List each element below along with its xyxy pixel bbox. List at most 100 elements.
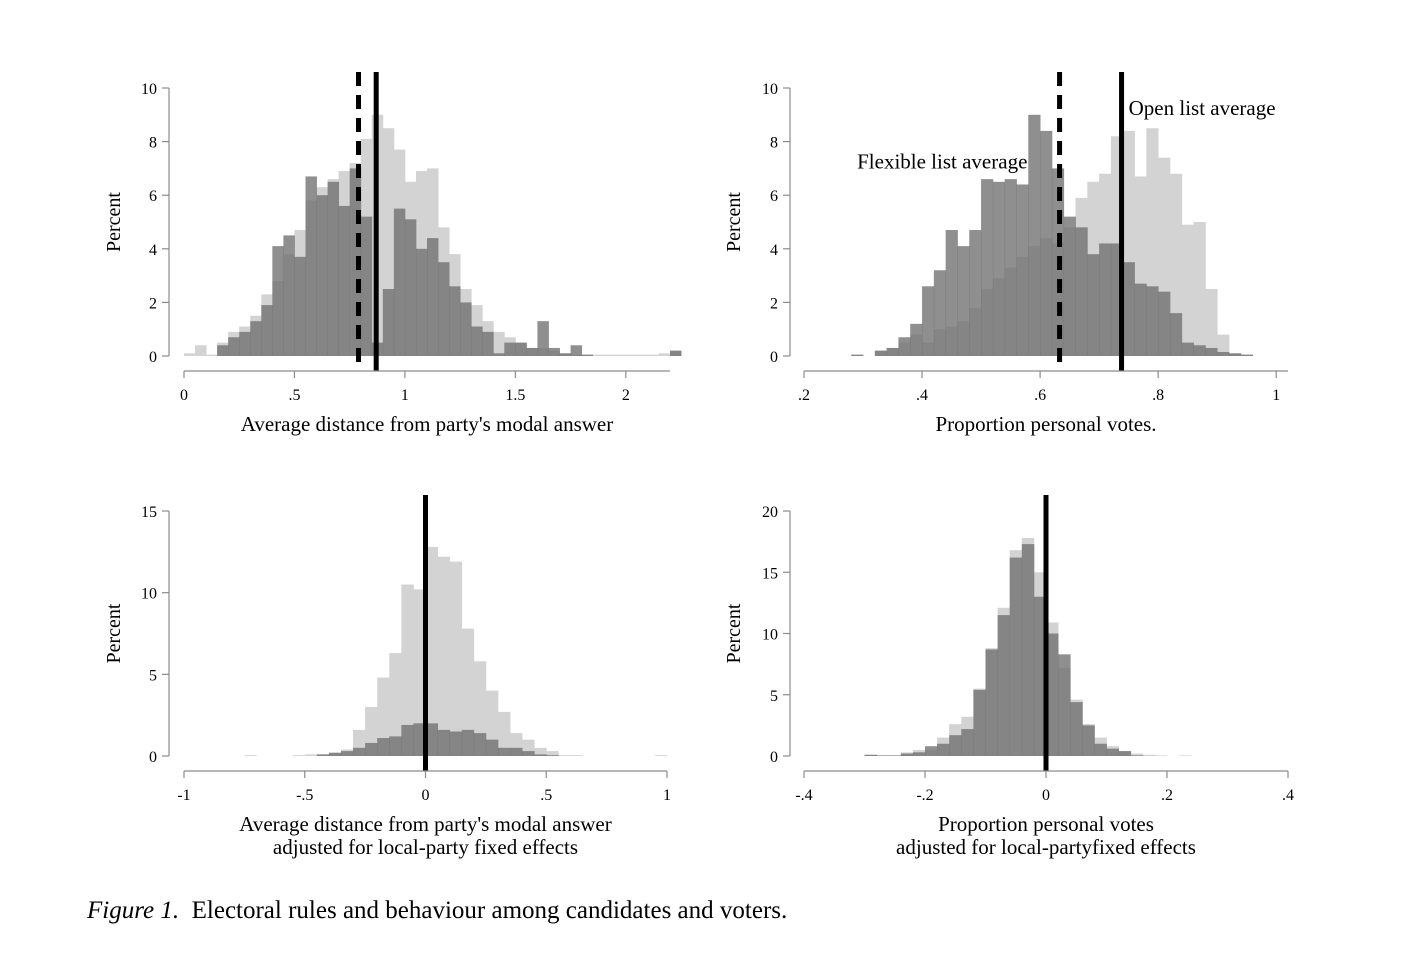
x-tick-label: 1 bbox=[663, 787, 671, 804]
histogram-bar bbox=[1122, 262, 1135, 356]
histogram-bar bbox=[377, 677, 390, 756]
histogram-bar bbox=[945, 230, 958, 356]
figure-caption-text: Electoral rules and behaviour among cand… bbox=[191, 897, 788, 924]
series-flexible-list bbox=[316, 723, 559, 756]
histogram-bar bbox=[427, 238, 439, 356]
histogram-bar bbox=[365, 742, 378, 756]
histogram-bar bbox=[1040, 130, 1053, 356]
histogram-bar bbox=[497, 711, 511, 756]
chart-bottom-right: 0 5 10 15 20 Percent -.4 -.2 0 .2 .4 Proportion per… bbox=[723, 495, 1294, 859]
histogram-bar bbox=[217, 345, 229, 356]
annotation-flexible-list-average: Flexible list average bbox=[857, 149, 1027, 173]
histogram-bar bbox=[195, 345, 207, 356]
histogram-bar bbox=[636, 354, 649, 356]
histogram-bar bbox=[360, 216, 373, 356]
histogram-bar bbox=[1205, 347, 1218, 356]
y-axis: 0 2 4 6 8 10 Percent bbox=[103, 81, 170, 366]
histogram-bar bbox=[389, 653, 402, 756]
histogram-bar bbox=[985, 649, 998, 756]
histogram-bar bbox=[1063, 216, 1076, 356]
histogram-bar bbox=[1154, 755, 1168, 756]
histogram-bar bbox=[515, 342, 527, 356]
annotation-open-list-average: Open list average bbox=[1129, 96, 1276, 120]
x-tick-label: -.5 bbox=[296, 787, 313, 804]
histogram-bar bbox=[1181, 224, 1194, 356]
histogram-bar bbox=[473, 661, 487, 756]
histogram-bar bbox=[570, 345, 583, 356]
histogram-bar bbox=[522, 751, 535, 756]
x-tick-label: 1 bbox=[401, 387, 409, 404]
histogram-bar bbox=[546, 751, 559, 756]
histogram-bar bbox=[1130, 753, 1144, 756]
histogram-bar bbox=[393, 208, 406, 356]
histogram-bar bbox=[910, 323, 923, 356]
y-tick-label: 2 bbox=[770, 295, 778, 312]
histogram-bar bbox=[548, 347, 560, 356]
histogram-bar bbox=[1240, 354, 1253, 356]
histogram-bar bbox=[449, 286, 461, 356]
histogram-bar bbox=[304, 754, 318, 756]
chart-bottom-left: 0 5 10 15 Percent -1 -.5 0 .5 1 Average distance f… bbox=[103, 495, 671, 859]
histogram-bar bbox=[546, 755, 559, 756]
y-axis: 0 2 4 6 8 10 Percent bbox=[723, 81, 791, 366]
histogram-bar bbox=[438, 262, 450, 356]
histogram-bar bbox=[510, 747, 523, 756]
histogram-bar bbox=[206, 354, 218, 356]
x-tick-label: .8 bbox=[1152, 387, 1164, 404]
y-tick-label: 10 bbox=[762, 81, 778, 98]
histogram-bar bbox=[294, 256, 306, 356]
histogram-bar bbox=[898, 337, 911, 356]
histogram-bar bbox=[1082, 725, 1095, 757]
histogram-bar bbox=[1087, 254, 1100, 356]
histogram-bar bbox=[526, 347, 538, 356]
histogram-bar bbox=[382, 289, 395, 356]
histogram-bar bbox=[886, 347, 899, 356]
y-tick-label: 8 bbox=[149, 135, 157, 152]
histogram-bar bbox=[340, 751, 354, 756]
x-axis-label: Proportion personal votes bbox=[938, 812, 1154, 836]
histogram-bar bbox=[1169, 173, 1183, 356]
histogram-bar bbox=[382, 128, 395, 356]
histogram-bar bbox=[537, 321, 549, 356]
histogram-bar bbox=[449, 561, 463, 756]
histogram-bar bbox=[482, 331, 494, 356]
histogram-bar bbox=[997, 615, 1011, 757]
histogram-bar bbox=[933, 270, 947, 356]
y-tick-label: 20 bbox=[762, 504, 778, 521]
histogram-bar bbox=[1094, 743, 1107, 756]
figure-caption-label: Figure 1. bbox=[87, 897, 180, 924]
histogram-bar bbox=[1099, 243, 1112, 356]
histogram-bar bbox=[493, 331, 505, 356]
histogram-bar bbox=[981, 179, 994, 356]
histogram-bar bbox=[1021, 544, 1035, 756]
histogram-bar bbox=[647, 354, 660, 356]
x-tick-label: -.2 bbox=[916, 787, 933, 804]
histogram-bar bbox=[534, 747, 547, 756]
histogram-bar bbox=[888, 755, 902, 756]
histogram-bar bbox=[1217, 334, 1230, 356]
histogram-bar bbox=[603, 354, 616, 356]
histogram-bar bbox=[449, 731, 463, 756]
x-axis: .2 .4 .6 .8 1 Proportion personal votes. bbox=[798, 370, 1288, 436]
y-tick-label: 4 bbox=[770, 242, 778, 259]
histogram-bar bbox=[874, 350, 888, 356]
histogram-bar bbox=[413, 589, 426, 756]
y-tick-label: 0 bbox=[770, 749, 778, 766]
y-axis-label: Percent bbox=[103, 603, 125, 663]
x-tick-label: -.4 bbox=[795, 787, 812, 804]
y-axis-label: Percent bbox=[723, 192, 745, 252]
x-tick-label: 0 bbox=[422, 787, 430, 804]
histogram-bar bbox=[581, 354, 594, 356]
histogram-bar bbox=[338, 205, 351, 356]
histogram-bar bbox=[425, 546, 438, 756]
histogram-bar bbox=[461, 729, 475, 756]
histogram-bar bbox=[900, 753, 914, 756]
histogram-bar bbox=[864, 754, 877, 756]
chart-top-left: 0 2 4 6 8 10 Percent 0 .5 1 1.5 2 Average distance f… bbox=[103, 72, 682, 436]
y-tick-label: 6 bbox=[770, 188, 778, 205]
histogram-bar bbox=[851, 354, 864, 356]
series-open-list bbox=[244, 546, 668, 756]
y-axis: 0 5 10 15 Percent bbox=[103, 504, 170, 766]
x-tick-label: 1 bbox=[1272, 387, 1280, 404]
histogram-bar bbox=[658, 353, 671, 356]
